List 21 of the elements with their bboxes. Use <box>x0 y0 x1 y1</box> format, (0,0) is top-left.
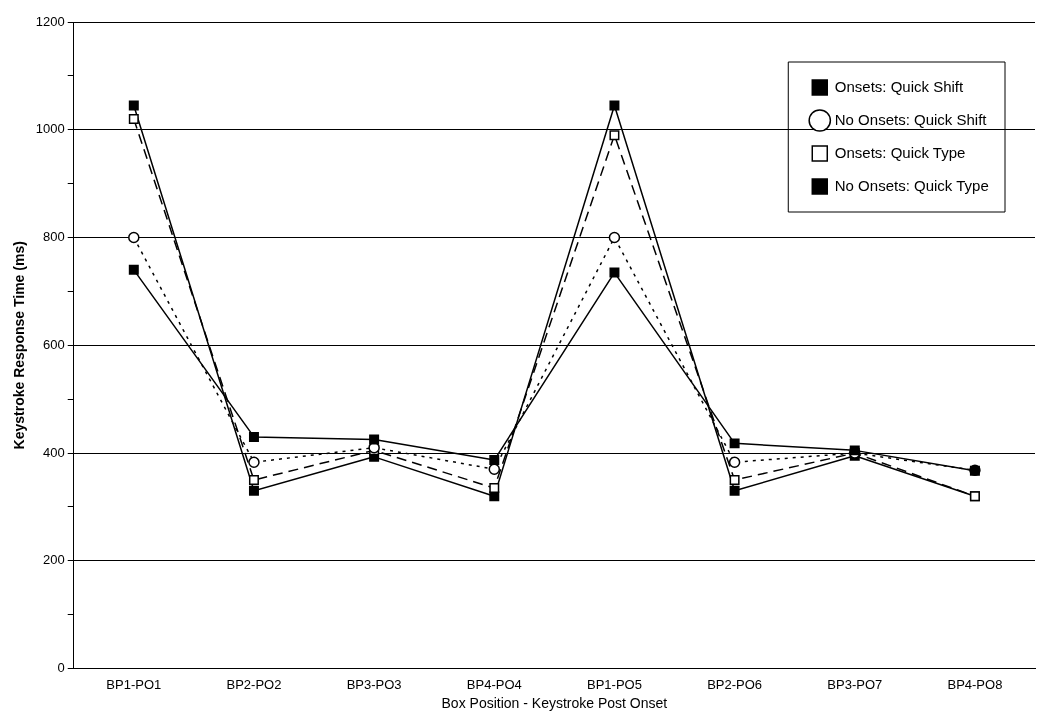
legend-label: No Onsets: Quick Type <box>834 176 989 194</box>
x-tick-label: BP4-PO4 <box>466 676 522 692</box>
y-tick-label: 600 <box>43 336 65 352</box>
y-tick-label: 0 <box>57 660 65 676</box>
y-tick-label: 1200 <box>35 13 65 29</box>
x-tick-label: BP2-PO6 <box>707 676 763 692</box>
y-tick-label: 200 <box>43 552 65 568</box>
x-tick-label: BP2-PO2 <box>226 676 282 692</box>
x-tick-label: BP1-PO1 <box>106 676 162 692</box>
legend-label: No Onsets: Quick Shift <box>834 110 988 128</box>
y-axis-title: Keystroke Response Time (ms) <box>11 241 28 450</box>
x-axis-title: Box Position - Keystroke Post Onset <box>441 695 668 712</box>
x-tick-label: BP3-PO7 <box>827 676 883 692</box>
y-tick-label: 400 <box>43 444 65 460</box>
x-tick-label: BP1-PO5 <box>586 676 642 692</box>
legend-label: Onsets: Quick Shift <box>834 77 964 95</box>
y-tick-label: 1000 <box>35 121 65 137</box>
x-tick-label: BP4-PO8 <box>947 676 1003 692</box>
legend-label: Onsets: Quick Type <box>834 143 966 161</box>
x-tick-label: BP3-PO3 <box>346 676 402 692</box>
y-tick-label: 800 <box>43 229 65 245</box>
